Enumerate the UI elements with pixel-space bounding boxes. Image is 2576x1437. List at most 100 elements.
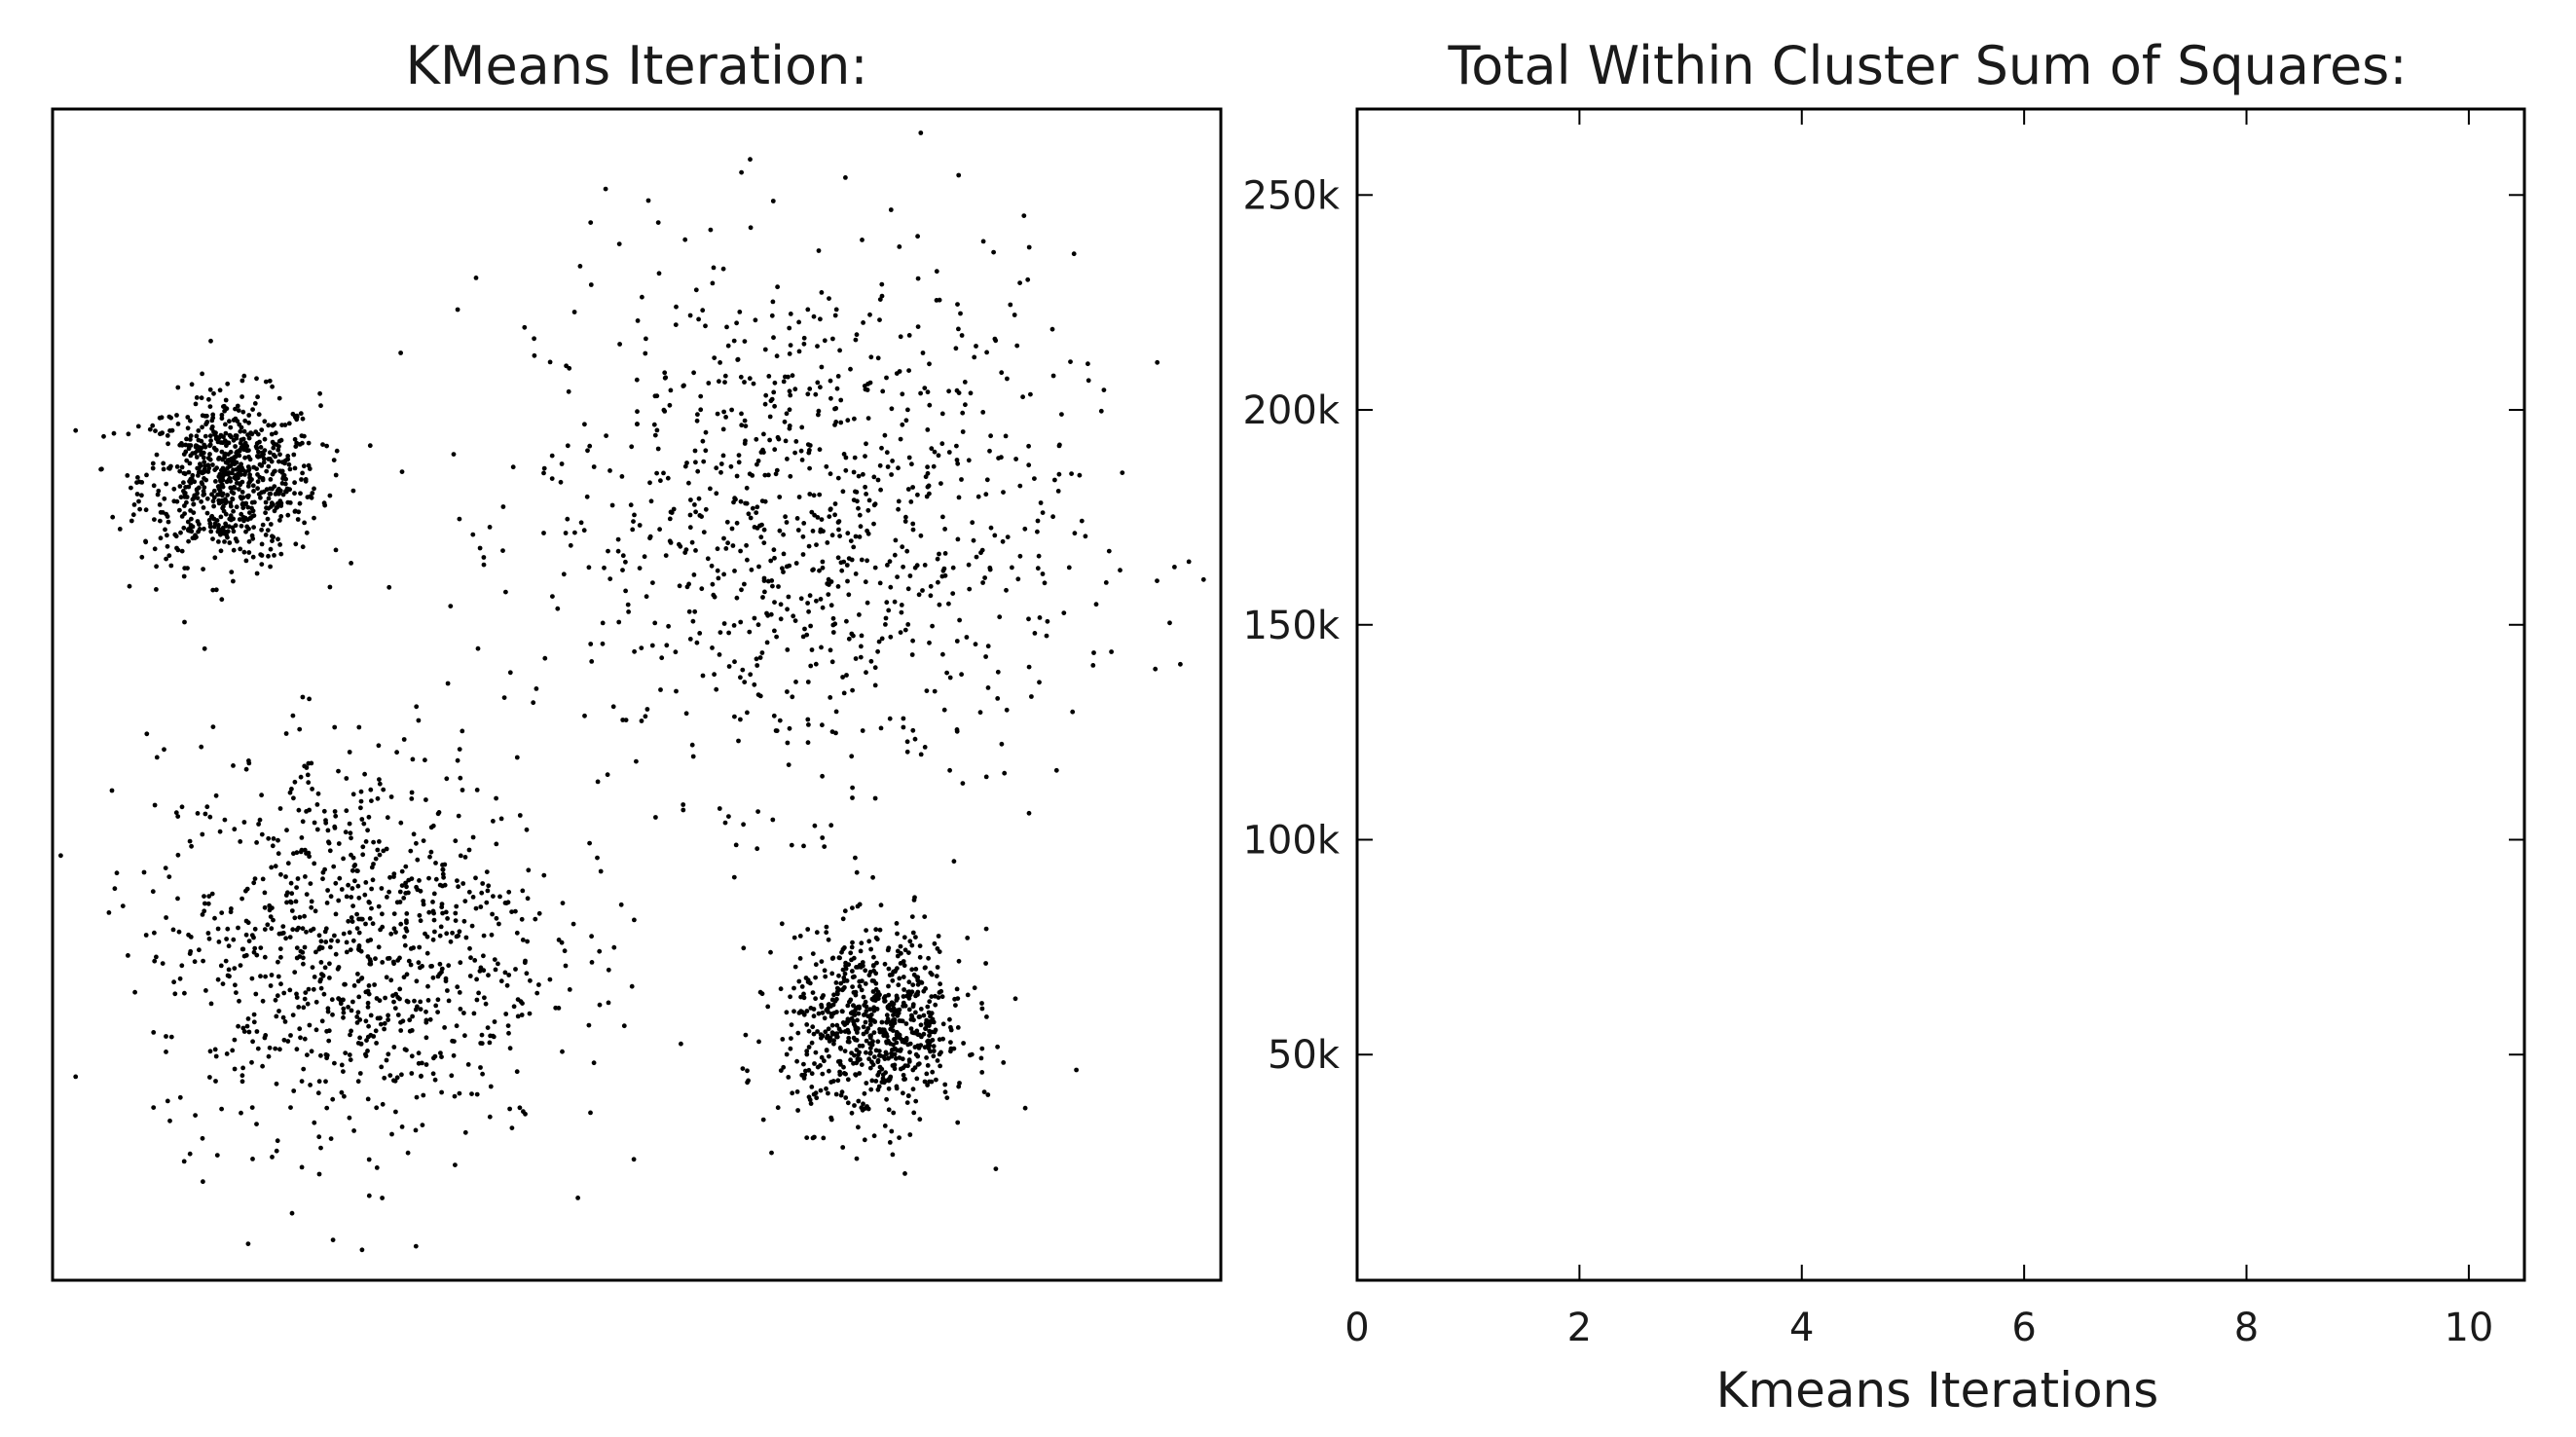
scatter-point [432,929,437,935]
scatter-point [260,1063,265,1069]
scatter-point [234,476,239,482]
scatter-point [230,525,236,531]
scatter-point [991,249,996,255]
scatter-point [785,607,790,612]
scatter-point [830,336,835,342]
scatter-point [772,555,777,561]
scatter-point [886,1040,892,1045]
scatter-point [344,808,350,814]
scatter-point [350,855,356,861]
scatter-point [900,391,905,397]
scatter-point [873,980,879,986]
scatter-point [420,1060,424,1066]
scatter-point [999,370,1005,376]
scatter-point [819,290,825,295]
scatter-point [238,963,243,968]
scatter-point [648,498,654,504]
scatter-point [563,531,569,535]
scatter-point [559,940,565,945]
scatter-point [303,990,309,995]
scatter-point [1098,408,1104,414]
scatter-point [397,986,403,992]
scatter-point [433,876,439,882]
scatter-point [850,940,855,945]
scatter-point [947,1016,952,1022]
scatter-point [740,667,746,673]
scatter-point [735,357,741,362]
scatter-point [249,505,254,511]
scatter-point [405,999,411,1005]
scatter-point [788,473,793,479]
scatter-point [1066,565,1072,571]
scatter-point [323,940,329,944]
scatter-point [509,1125,515,1130]
scatter-point [380,1101,386,1107]
scatter-point [369,905,374,911]
scatter-point [687,313,693,318]
scatter-point [341,1010,347,1015]
scatter-point [382,1020,387,1026]
scatter-point [151,1030,157,1035]
scatter-point [542,655,548,661]
scatter-point [822,1058,827,1064]
scatter-point [232,1037,238,1043]
scatter-point [179,804,185,810]
scatter-point [844,1020,850,1026]
scatter-point [570,921,576,927]
scatter-point [717,652,722,657]
scatter-point [207,524,213,530]
scatter-point [955,461,961,466]
scatter-point [766,374,772,379]
scatter-point [431,917,437,923]
scatter-point [424,950,430,956]
scatter-point [210,498,216,504]
scatter-point [176,929,182,935]
scatter-point [880,1027,885,1033]
scatter-point [335,966,341,972]
scatter-point [892,1051,898,1057]
scatter-point [711,265,717,271]
scatter-point [254,376,259,382]
scatter-point [400,1018,406,1024]
scatter-point [519,916,525,922]
scatter-point [799,1072,805,1078]
scatter-point [855,1005,861,1010]
scatter-point [734,595,740,601]
scatter-point [471,1011,477,1016]
scatter-point [208,438,214,443]
scatter-point [758,534,764,540]
scatter-point [824,1086,828,1091]
scatter-point [642,554,647,560]
scatter-point [902,947,908,953]
scatter-point [597,948,603,954]
scatter-point [480,881,486,886]
scatter-point [566,388,571,394]
scatter-point [873,1079,879,1084]
scatter-point [844,618,849,624]
scatter-point [825,540,830,545]
scatter-point [297,1026,303,1032]
scatter-point [783,438,789,444]
scatter-point [752,525,757,530]
scatter-point [194,455,200,460]
scatter-point [430,937,436,942]
scatter-point [280,924,286,929]
scatter-point [942,572,948,578]
scatter-point [366,1157,372,1162]
scatter-point [440,866,446,872]
scatter-point [907,573,913,578]
scatter-point [167,1118,172,1124]
scatter-point [312,1120,317,1125]
scatter-point [910,521,916,527]
scatter-point [238,546,243,552]
scatter-point [354,911,359,917]
scatter-point [254,1029,260,1034]
scatter-point [963,402,968,408]
scatter-point [351,983,357,988]
scatter-point [246,550,252,555]
scatter-point [350,867,355,873]
scatter-point [867,1007,873,1012]
scatter-point [635,318,641,323]
scatter-point [387,874,392,880]
scatter-point [243,952,249,958]
